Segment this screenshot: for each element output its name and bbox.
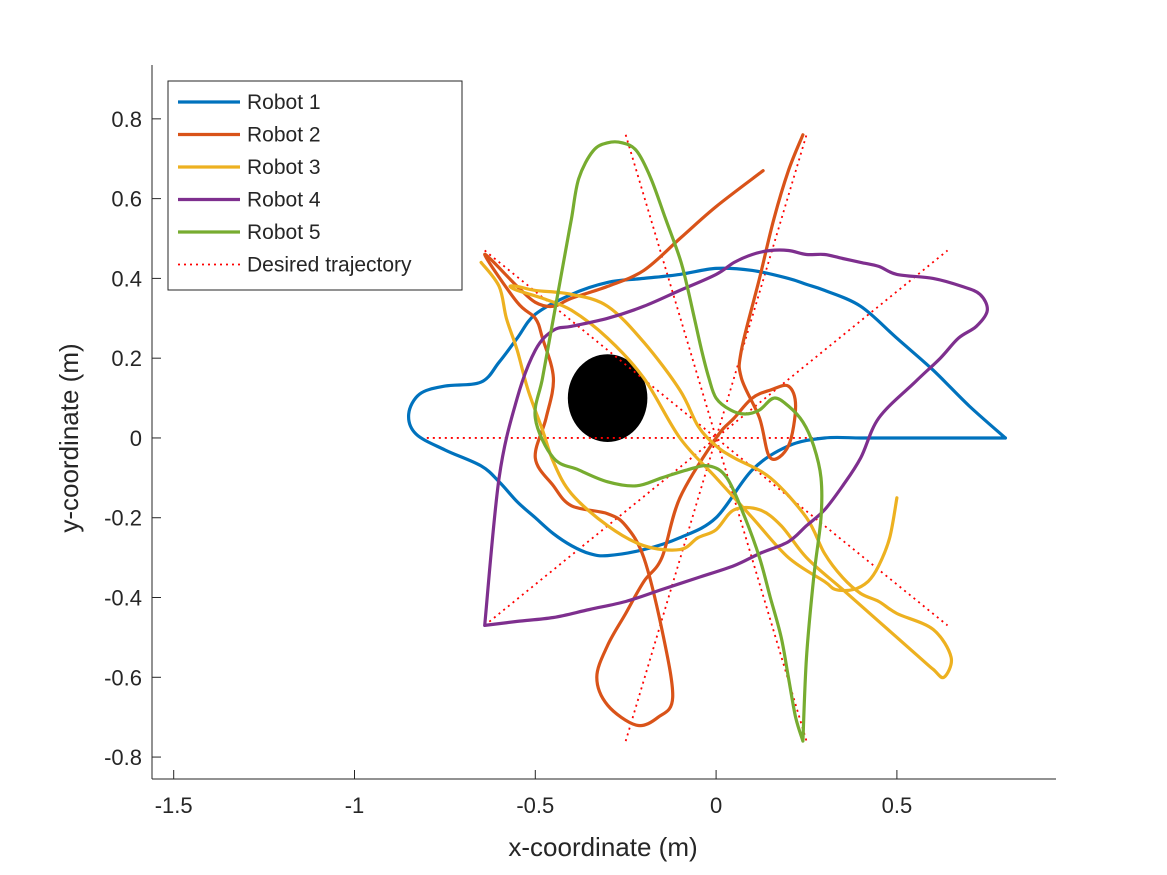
y-tick-label: -0.2 bbox=[104, 506, 142, 531]
legend-entry-2: Robot 2 bbox=[247, 124, 321, 147]
x-tick-label: -1 bbox=[345, 793, 365, 818]
y-tick-label: -0.6 bbox=[104, 665, 142, 690]
axes: -1.5 -1 -0.5 0 0.5 -0.8 -0.6 -0.4 -0.2 0 0.2 0.4 0.6… bbox=[104, 65, 1056, 818]
plot-area bbox=[406, 133, 1007, 743]
x-tick-label: -0.5 bbox=[516, 793, 554, 818]
x-tick-label: 0 bbox=[710, 793, 722, 818]
y-tick-label: -0.8 bbox=[104, 745, 142, 770]
legend-entry-5: Robot 5 bbox=[247, 221, 321, 244]
y-tick-label: 0 bbox=[130, 426, 142, 451]
legend-entry-3: Robot 3 bbox=[247, 156, 321, 179]
x-tick-label: -1.5 bbox=[155, 793, 193, 818]
y-axis-label: y-coordinate (m) bbox=[54, 343, 84, 532]
series-line-robot-4 bbox=[483, 248, 989, 627]
series-line-robot-5 bbox=[533, 140, 824, 743]
y-tick-label: 0.6 bbox=[111, 187, 142, 212]
legend-entry-1: Robot 1 bbox=[247, 91, 321, 114]
legend-entry-4: Robot 4 bbox=[247, 189, 321, 212]
legend-entry-6: Desired trajectory bbox=[247, 254, 412, 277]
y-tick-label: 0.4 bbox=[111, 266, 142, 291]
y-tick-label: -0.4 bbox=[104, 586, 142, 611]
obstacle-disk bbox=[567, 354, 648, 442]
x-axis-label: x-coordinate (m) bbox=[508, 832, 697, 862]
y-tick-label: 0.2 bbox=[111, 346, 142, 371]
legend: Robot 1 Robot 2 Robot 3 Robot 4 Robot 5 Desir… bbox=[167, 80, 463, 291]
legend-box bbox=[167, 80, 463, 291]
y-tick-label: 0.8 bbox=[111, 107, 142, 132]
x-tick-label: 0.5 bbox=[882, 793, 913, 818]
